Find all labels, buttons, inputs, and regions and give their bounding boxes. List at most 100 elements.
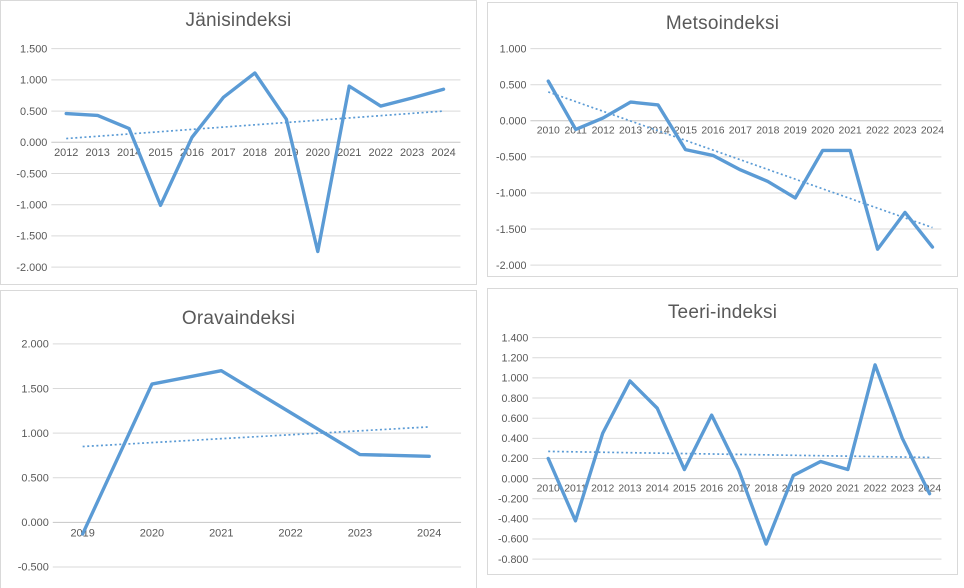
x-tick-label: 2024 <box>417 527 441 539</box>
x-tick-label: 2024 <box>431 147 455 159</box>
x-tick-label: 2017 <box>727 483 750 494</box>
y-tick-label: 1.000 <box>21 428 48 440</box>
y-tick-label: 0.000 <box>21 517 48 529</box>
y-tick-label: 0.000 <box>20 137 47 149</box>
x-tick-label: 2010 <box>537 483 560 494</box>
y-tick-label: 0.500 <box>500 80 527 92</box>
x-tick-label: 2013 <box>86 147 110 159</box>
y-tick-label: 0.600 <box>502 413 529 425</box>
data-line <box>546 79 935 251</box>
chart-title-metsoindeksi: Metsoindeksi <box>665 13 780 34</box>
line-chart-teeriindeksi: 1.400 1.200 1.000 0.800 0.600 0.400 0.200 0.000… <box>498 332 942 566</box>
x-tick-label: 2021 <box>209 527 233 539</box>
x-tick-label: 2017 <box>211 147 235 159</box>
x-tick-label: 2023 <box>400 147 424 159</box>
chart-title-teeriindeksi: Teeri-indeksi <box>667 302 778 323</box>
x-tick-label: 2023 <box>348 527 372 539</box>
trend-line <box>82 426 430 448</box>
y-tick-label: -1.000 <box>496 188 526 200</box>
y-tick-label: -1.000 <box>16 199 47 211</box>
y-tick-label: -0.200 <box>498 493 528 505</box>
y-tick-label: -1.500 <box>16 231 47 243</box>
x-tick-label: 2021 <box>337 147 361 159</box>
x-tick-label: 2014 <box>646 483 669 494</box>
x-tick-label: 2015 <box>673 483 696 494</box>
y-tick-label: 1.200 <box>502 353 529 365</box>
y-tick-label: -0.500 <box>496 152 526 164</box>
x-tick-label: 2022 <box>278 527 302 539</box>
chart-title-oravaindeksi: Oravaindeksi <box>181 308 296 329</box>
x-tick-label: 2020 <box>811 126 834 137</box>
x-tick-label: 2020 <box>809 483 832 494</box>
x-tick-label: 2016 <box>700 483 723 494</box>
y-tick-label: 0.200 <box>502 453 529 465</box>
x-tick-label: 2022 <box>369 147 393 159</box>
x-tick-label: 2014 <box>646 126 669 137</box>
y-tick-label: -2.000 <box>16 262 47 274</box>
y-tick-label: -2.000 <box>496 260 526 272</box>
y-tick-label: -0.800 <box>498 554 528 566</box>
x-tick-label: 2013 <box>619 126 642 137</box>
x-tick-label: 2010 <box>537 126 560 137</box>
x-tick-label: 2020 <box>306 147 330 159</box>
y-tick-label: 2.000 <box>21 339 48 351</box>
x-tick-label: 2018 <box>755 483 778 494</box>
y-tick-label: 0.500 <box>20 106 47 118</box>
y-tick-label: 1.500 <box>20 43 47 55</box>
trend-line <box>548 450 930 459</box>
x-tick-label: 2018 <box>243 147 267 159</box>
x-tick-label: 2014 <box>117 147 141 159</box>
x-tick-label: 2015 <box>674 126 697 137</box>
x-tick-label: 2019 <box>784 126 807 137</box>
x-tick-label: 2011 <box>565 126 588 137</box>
x-tick-label: 2017 <box>729 126 752 137</box>
x-tick-label: 2018 <box>756 126 779 137</box>
y-tick-label: 1.400 <box>502 332 529 344</box>
y-tick-label: 1.000 <box>500 43 527 55</box>
trend-line <box>66 110 444 140</box>
y-tick-label: 0.500 <box>21 473 48 485</box>
x-tick-label: 2011 <box>564 483 587 494</box>
x-tick-label: 2022 <box>866 126 889 137</box>
y-tick-label: -0.600 <box>498 534 528 546</box>
chart-title-janisindeksi: Jänisindeksi <box>185 10 292 31</box>
y-tick-label: 0.800 <box>502 393 529 405</box>
line-chart-metsoindeksi: 1.000 0.500 0.000 -0.500 -1.000 -1.500 -2.000 2… <box>496 43 944 272</box>
x-tick-label: 2024 <box>918 483 941 494</box>
x-tick-label: 2021 <box>839 126 862 137</box>
y-tick-label: 1.500 <box>21 383 48 395</box>
x-tick-label: 2012 <box>592 126 615 137</box>
x-tick-label: 2020 <box>140 527 164 539</box>
y-tick-label: -0.500 <box>18 562 49 574</box>
data-line <box>80 368 431 536</box>
x-tick-label: 2012 <box>54 147 78 159</box>
trend-line <box>547 91 933 229</box>
y-tick-label: -0.500 <box>16 168 47 180</box>
y-tick-label: 0.400 <box>502 433 529 445</box>
data-line <box>546 363 932 546</box>
y-tick-label: -0.400 <box>498 514 528 526</box>
x-tick-label: 2019 <box>782 483 805 494</box>
y-tick-label: 1.000 <box>502 373 529 385</box>
y-tick-label: 1.000 <box>20 75 47 87</box>
line-chart-janisindeksi: 1.500 1.000 0.500 0.000 -0.500 -1.000 -1.500 -2… <box>16 43 461 274</box>
data-line <box>64 71 446 254</box>
x-tick-label: 2012 <box>591 483 614 494</box>
chart-panel-oravaindeksi[interactable]: Oravaindeksi 2.000 1.500 1.000 0.500 0.000 -0… <box>0 290 477 588</box>
x-tick-label: 2016 <box>701 126 724 137</box>
y-tick-label: -1.500 <box>496 224 526 236</box>
chart-panel-metsoindeksi[interactable]: Metsoindeksi 1.000 0.500 0.000 -0.500 -1.000… <box>487 2 958 277</box>
y-tick-label: 0.000 <box>502 473 529 485</box>
x-tick-label: 2023 <box>893 126 916 137</box>
y-tick-label: 0.000 <box>500 116 527 128</box>
x-tick-label: 2021 <box>836 483 859 494</box>
x-tick-label: 2015 <box>148 147 172 159</box>
x-tick-label: 2013 <box>618 483 641 494</box>
chart-panel-janisindeksi[interactable]: Jänisindeksi 1.500 1.000 0.500 0.000 -0.500 -… <box>0 0 477 285</box>
x-tick-label: 2023 <box>891 483 914 494</box>
chart-panel-teeriindeksi[interactable]: Teeri-indeksi 1.400 1.200 1.000 0.800 0.600 0… <box>487 288 958 575</box>
x-tick-label: 2022 <box>863 483 886 494</box>
x-tick-label: 2024 <box>921 126 944 137</box>
